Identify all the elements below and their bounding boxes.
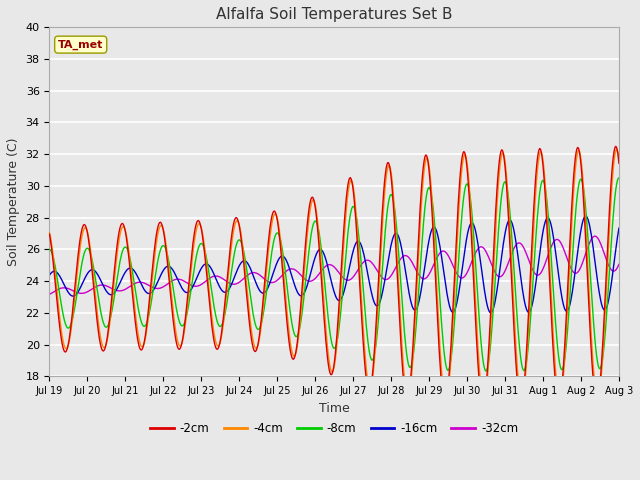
Text: TA_met: TA_met <box>58 39 104 50</box>
Title: Alfalfa Soil Temperatures Set B: Alfalfa Soil Temperatures Set B <box>216 7 452 22</box>
Legend: -2cm, -4cm, -8cm, -16cm, -32cm: -2cm, -4cm, -8cm, -16cm, -32cm <box>146 418 523 440</box>
X-axis label: Time: Time <box>319 401 349 415</box>
Y-axis label: Soil Temperature (C): Soil Temperature (C) <box>7 137 20 266</box>
